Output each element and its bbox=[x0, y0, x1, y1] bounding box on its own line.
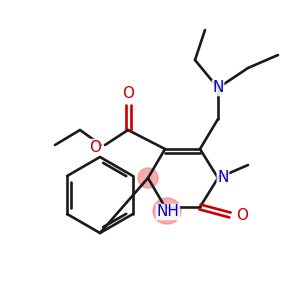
Text: N: N bbox=[212, 80, 224, 95]
Ellipse shape bbox=[138, 168, 158, 188]
Text: O: O bbox=[236, 208, 248, 223]
Text: O: O bbox=[89, 140, 101, 154]
Text: NH: NH bbox=[157, 205, 179, 220]
Ellipse shape bbox=[153, 198, 181, 224]
Text: O: O bbox=[122, 85, 134, 100]
Text: N: N bbox=[217, 170, 229, 185]
